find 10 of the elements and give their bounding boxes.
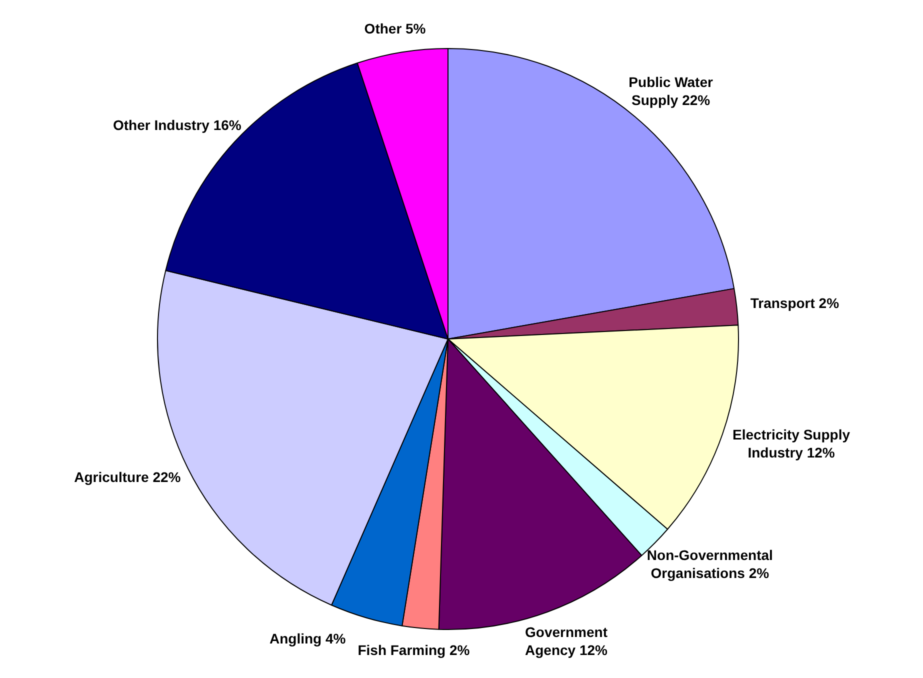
slice-label: Transport 2% [750, 295, 840, 312]
slice-label: Other Industry 16% [112, 117, 242, 134]
slice-label: Electricity Supply Industry 12% [732, 426, 850, 460]
slice-label: Other 5% [364, 20, 426, 36]
slice-label: Fish Farming 2% [358, 642, 470, 658]
slice-label: Angling 4% [269, 630, 346, 647]
slice-label: Public Water Supply 22% [628, 74, 714, 108]
slice-label: Government Agency 12% [525, 624, 608, 658]
slice-label: Non-Governmental Organisations 2% [646, 547, 773, 582]
slice-label: Agriculture 22% [74, 469, 182, 486]
